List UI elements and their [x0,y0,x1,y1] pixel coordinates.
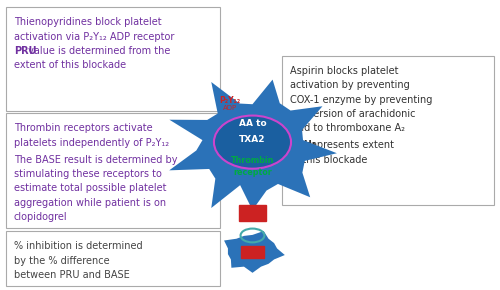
Text: AA to: AA to [238,119,266,128]
Text: platelets independently of P₂Y₁₂: platelets independently of P₂Y₁₂ [14,138,169,148]
Text: Thienopyridines block platelet: Thienopyridines block platelet [14,17,162,27]
Text: by the % difference: by the % difference [14,255,110,266]
Text: clopidogrel: clopidogrel [14,212,68,222]
FancyBboxPatch shape [6,231,220,286]
Text: ARU:: ARU: [290,140,316,151]
Ellipse shape [214,115,291,169]
Text: Aspirin blocks platelet: Aspirin blocks platelet [290,66,399,76]
Polygon shape [169,79,337,210]
FancyBboxPatch shape [282,56,494,205]
Text: estimate total possible platelet: estimate total possible platelet [14,184,166,193]
FancyBboxPatch shape [240,246,264,258]
FancyBboxPatch shape [6,7,220,110]
Text: conversion of arachidonic: conversion of arachidonic [290,109,416,119]
FancyBboxPatch shape [238,205,266,221]
Text: PRU: PRU [14,46,36,56]
Text: acid to thromboxane A₂: acid to thromboxane A₂ [290,124,405,133]
Text: Thrombin: Thrombin [231,156,274,165]
Text: P₂Y₁₂: P₂Y₁₂ [220,96,240,105]
Text: receptor: receptor [233,168,272,177]
Text: COX-1 enzyme by preventing: COX-1 enzyme by preventing [290,95,432,105]
Text: Thrombin receptors activate: Thrombin receptors activate [14,124,152,133]
Text: % inhibition is determined: % inhibition is determined [14,241,142,251]
Polygon shape [224,231,285,273]
Text: activation via P₂Y₁₂ ADP receptor: activation via P₂Y₁₂ ADP receptor [14,32,174,41]
Text: stimulating these receptors to: stimulating these receptors to [14,169,162,179]
FancyBboxPatch shape [6,113,220,228]
Text: extent of this blockade: extent of this blockade [14,60,126,70]
Text: The BASE result is determined by: The BASE result is determined by [14,155,177,165]
Text: aggregation while patient is on: aggregation while patient is on [14,198,166,208]
Text: of this blockade: of this blockade [290,155,367,165]
Text: activation by preventing: activation by preventing [290,80,410,90]
Text: ADP: ADP [223,105,237,111]
Text: between PRU and BASE: between PRU and BASE [14,270,130,280]
Text: value is determined from the: value is determined from the [24,46,170,56]
Text: represents extent: represents extent [304,140,394,151]
Text: TXA2: TXA2 [239,135,266,144]
